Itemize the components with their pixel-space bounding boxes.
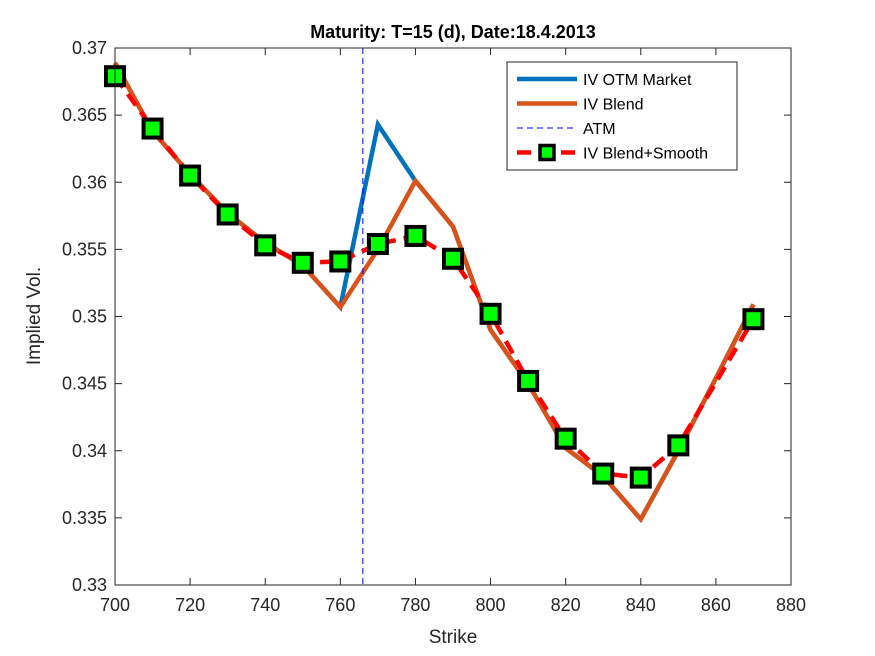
legend-label: ATM xyxy=(583,121,616,138)
x-tick-label: 840 xyxy=(626,595,656,615)
series-smooth-point xyxy=(329,250,352,273)
x-tick-label: 880 xyxy=(776,595,806,615)
y-tick-label: 0.345 xyxy=(62,374,107,394)
series-smooth-point xyxy=(742,308,765,331)
series-smooth-point xyxy=(554,427,577,450)
y-tick-label: 0.34 xyxy=(72,441,107,461)
series-smooth-point xyxy=(216,203,239,226)
series-layer xyxy=(104,48,765,585)
y-tick-label: 0.355 xyxy=(62,239,107,259)
x-tick-label: 700 xyxy=(100,595,130,615)
x-tick-label: 780 xyxy=(400,595,430,615)
series-smooth-point xyxy=(254,234,277,257)
x-tick-label: 720 xyxy=(175,595,205,615)
legend-label: IV Blend+Smooth xyxy=(583,146,708,163)
series-smooth-point xyxy=(366,233,389,256)
series-smooth-point xyxy=(479,302,502,325)
series-smooth-point xyxy=(629,466,652,489)
series-smooth-point xyxy=(404,224,427,247)
legend-label: IV OTM Market xyxy=(583,72,692,89)
x-tick-label: 860 xyxy=(701,595,731,615)
chart-title: Maturity: T=15 (d), Date:18.4.2013 xyxy=(310,22,596,42)
legend-swatch-smooth-marker xyxy=(538,143,556,162)
y-tick-label: 0.36 xyxy=(72,172,107,192)
series-smooth-point xyxy=(179,164,202,187)
series-smooth-point xyxy=(592,462,615,485)
y-tick-label: 0.335 xyxy=(62,508,107,528)
series-smooth-point xyxy=(141,117,164,140)
x-tick-label: 740 xyxy=(250,595,280,615)
y-tick-label: 0.37 xyxy=(72,38,107,58)
axes xyxy=(114,47,792,586)
legend: IV OTM Market IV Blend ATM IV Blend+Smooth xyxy=(506,61,738,171)
x-tick-label: 800 xyxy=(476,595,506,615)
x-tick-label: 760 xyxy=(325,595,355,615)
series-smooth-point xyxy=(291,251,314,274)
series-smooth-point xyxy=(667,434,690,457)
y-tick-label: 0.33 xyxy=(72,575,107,595)
y-axis-title: Implied Vol. xyxy=(24,267,45,365)
y-tick-label: 0.365 xyxy=(62,105,107,125)
tick-labels: 700 720 740 760 780 800 820 840 860 880 0.33 0.335 0… xyxy=(62,38,806,615)
series-smooth-point xyxy=(517,369,540,392)
y-tick-label: 0.35 xyxy=(72,307,107,327)
x-axis-title: Strike xyxy=(429,627,478,648)
legend-label: IV Blend xyxy=(583,97,643,114)
x-tick-label: 820 xyxy=(551,595,581,615)
series-smooth-point xyxy=(442,247,464,270)
